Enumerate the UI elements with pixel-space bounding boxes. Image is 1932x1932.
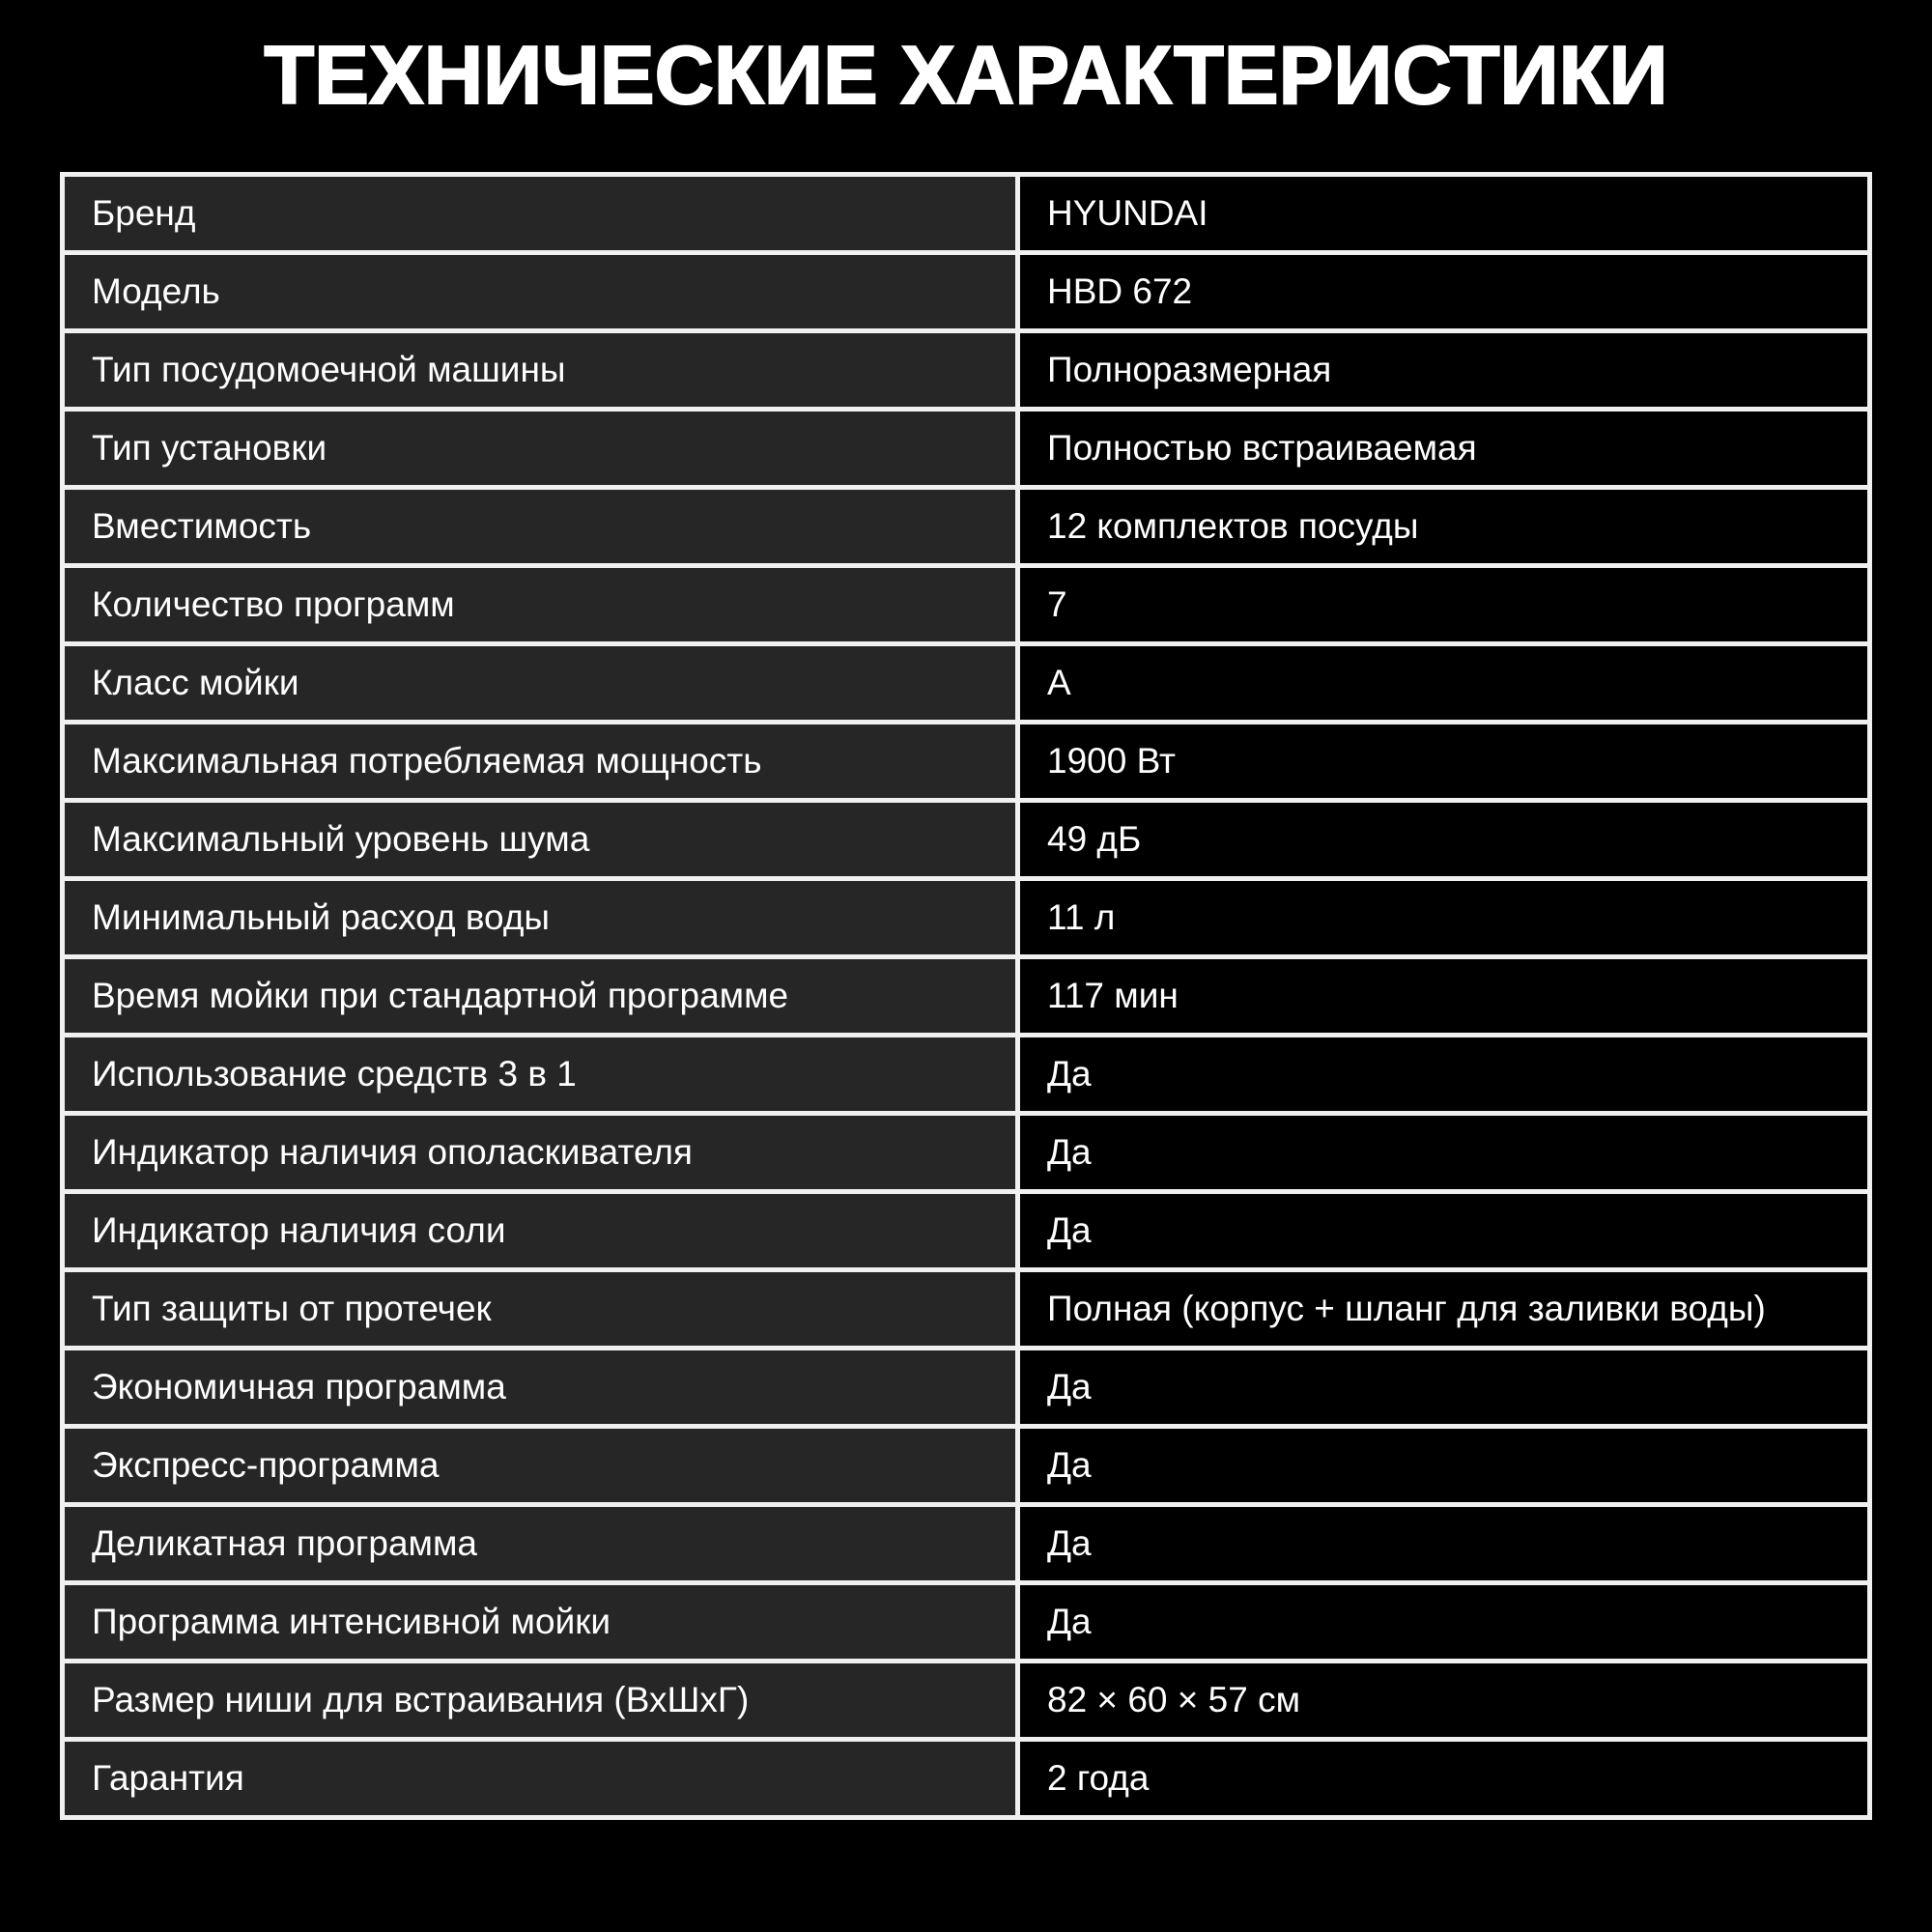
spec-value: Да — [1015, 1424, 1872, 1507]
spec-value: Да — [1015, 1189, 1872, 1272]
specs-table: Бренд HYUNDAI Модель HBD 672 Тип посудомоечн… — [60, 172, 1872, 1820]
spec-label: Тип посудомоечной машины — [60, 328, 1020, 412]
spec-row: Индикатор наличия ополаскивателя Да — [60, 1111, 1872, 1194]
spec-row: Тип посудомоечной машины Полноразмерная — [60, 328, 1872, 412]
spec-value: Да — [1015, 1033, 1872, 1116]
spec-value: Полная (корпус + шланг для заливки воды) — [1015, 1267, 1872, 1350]
spec-row: Размер ниши для встраивания (ВхШхГ) 82 × … — [60, 1659, 1872, 1742]
spec-label: Индикатор наличия соли — [60, 1189, 1020, 1272]
spec-label: Использование средств 3 в 1 — [60, 1033, 1020, 1116]
spec-value: Да — [1015, 1111, 1872, 1194]
spec-label: Максимальная потребляемая мощность — [60, 720, 1020, 803]
spec-label: Класс мойки — [60, 641, 1020, 724]
spec-label: Тип установки — [60, 407, 1020, 490]
spec-row: Индикатор наличия соли Да — [60, 1189, 1872, 1272]
spec-label: Тип защиты от протечек — [60, 1267, 1020, 1350]
spec-row: Тип защиты от протечек Полная (корпус + ш… — [60, 1267, 1872, 1350]
spec-label: Деликатная программа — [60, 1502, 1020, 1585]
spec-value: Да — [1015, 1502, 1872, 1585]
specs-table-body: Бренд HYUNDAI Модель HBD 672 Тип посудомоечн… — [60, 172, 1872, 1820]
spec-value: Да — [1015, 1346, 1872, 1429]
spec-label: Программа интенсивной мойки — [60, 1580, 1020, 1663]
spec-row: Вместимость 12 комплектов посуды — [60, 485, 1872, 568]
spec-row: Гарантия 2 года — [60, 1737, 1872, 1820]
page-title: ТЕХНИЧЕСКИЕ ХАРАКТЕРИСТИКИ — [263, 29, 1668, 123]
spec-row: Максимальный уровень шума 49 дБ — [60, 798, 1872, 881]
spec-row: Максимальная потребляемая мощность 1900 В… — [60, 720, 1872, 803]
spec-label: Гарантия — [60, 1737, 1020, 1820]
spec-value: Полностью встраиваемая — [1015, 407, 1872, 490]
spec-value: Да — [1015, 1580, 1872, 1663]
spec-label: Индикатор наличия ополаскивателя — [60, 1111, 1020, 1194]
spec-row: Программа интенсивной мойки Да — [60, 1580, 1872, 1663]
spec-label: Бренд — [60, 172, 1020, 255]
spec-value: 49 дБ — [1015, 798, 1872, 881]
spec-value: 1900 Вт — [1015, 720, 1872, 803]
spec-row: Использование средств 3 в 1 Да — [60, 1033, 1872, 1116]
spec-row: Бренд HYUNDAI — [60, 172, 1872, 255]
spec-row: Количество программ 7 — [60, 563, 1872, 646]
spec-label: Экономичная программа — [60, 1346, 1020, 1429]
spec-row: Класс мойки А — [60, 641, 1872, 724]
spec-row: Время мойки при стандартной программе 117… — [60, 954, 1872, 1037]
spec-value: 82 × 60 × 57 см — [1015, 1659, 1872, 1742]
spec-value: HYUNDAI — [1015, 172, 1872, 255]
spec-label: Экспресс-программа — [60, 1424, 1020, 1507]
spec-row: Экономичная программа Да — [60, 1346, 1872, 1429]
spec-value: 11 л — [1015, 876, 1872, 959]
spec-row: Деликатная программа Да — [60, 1502, 1872, 1585]
spec-row: Модель HBD 672 — [60, 250, 1872, 333]
spec-value: Полноразмерная — [1015, 328, 1872, 412]
spec-label: Минимальный расход воды — [60, 876, 1020, 959]
spec-label: Количество программ — [60, 563, 1020, 646]
spec-row: Экспресс-программа Да — [60, 1424, 1872, 1507]
spec-label: Размер ниши для встраивания (ВхШхГ) — [60, 1659, 1020, 1742]
spec-label: Максимальный уровень шума — [60, 798, 1020, 881]
spec-value: А — [1015, 641, 1872, 724]
spec-label: Модель — [60, 250, 1020, 333]
spec-row: Минимальный расход воды 11 л — [60, 876, 1872, 959]
spec-value: HBD 672 — [1015, 250, 1872, 333]
spec-value: 2 года — [1015, 1737, 1872, 1820]
spec-value: 12 комплектов посуды — [1015, 485, 1872, 568]
spec-label: Время мойки при стандартной программе — [60, 954, 1020, 1037]
spec-label: Вместимость — [60, 485, 1020, 568]
spec-value: 7 — [1015, 563, 1872, 646]
spec-value: 117 мин — [1015, 954, 1872, 1037]
spec-row: Тип установки Полностью встраиваемая — [60, 407, 1872, 490]
